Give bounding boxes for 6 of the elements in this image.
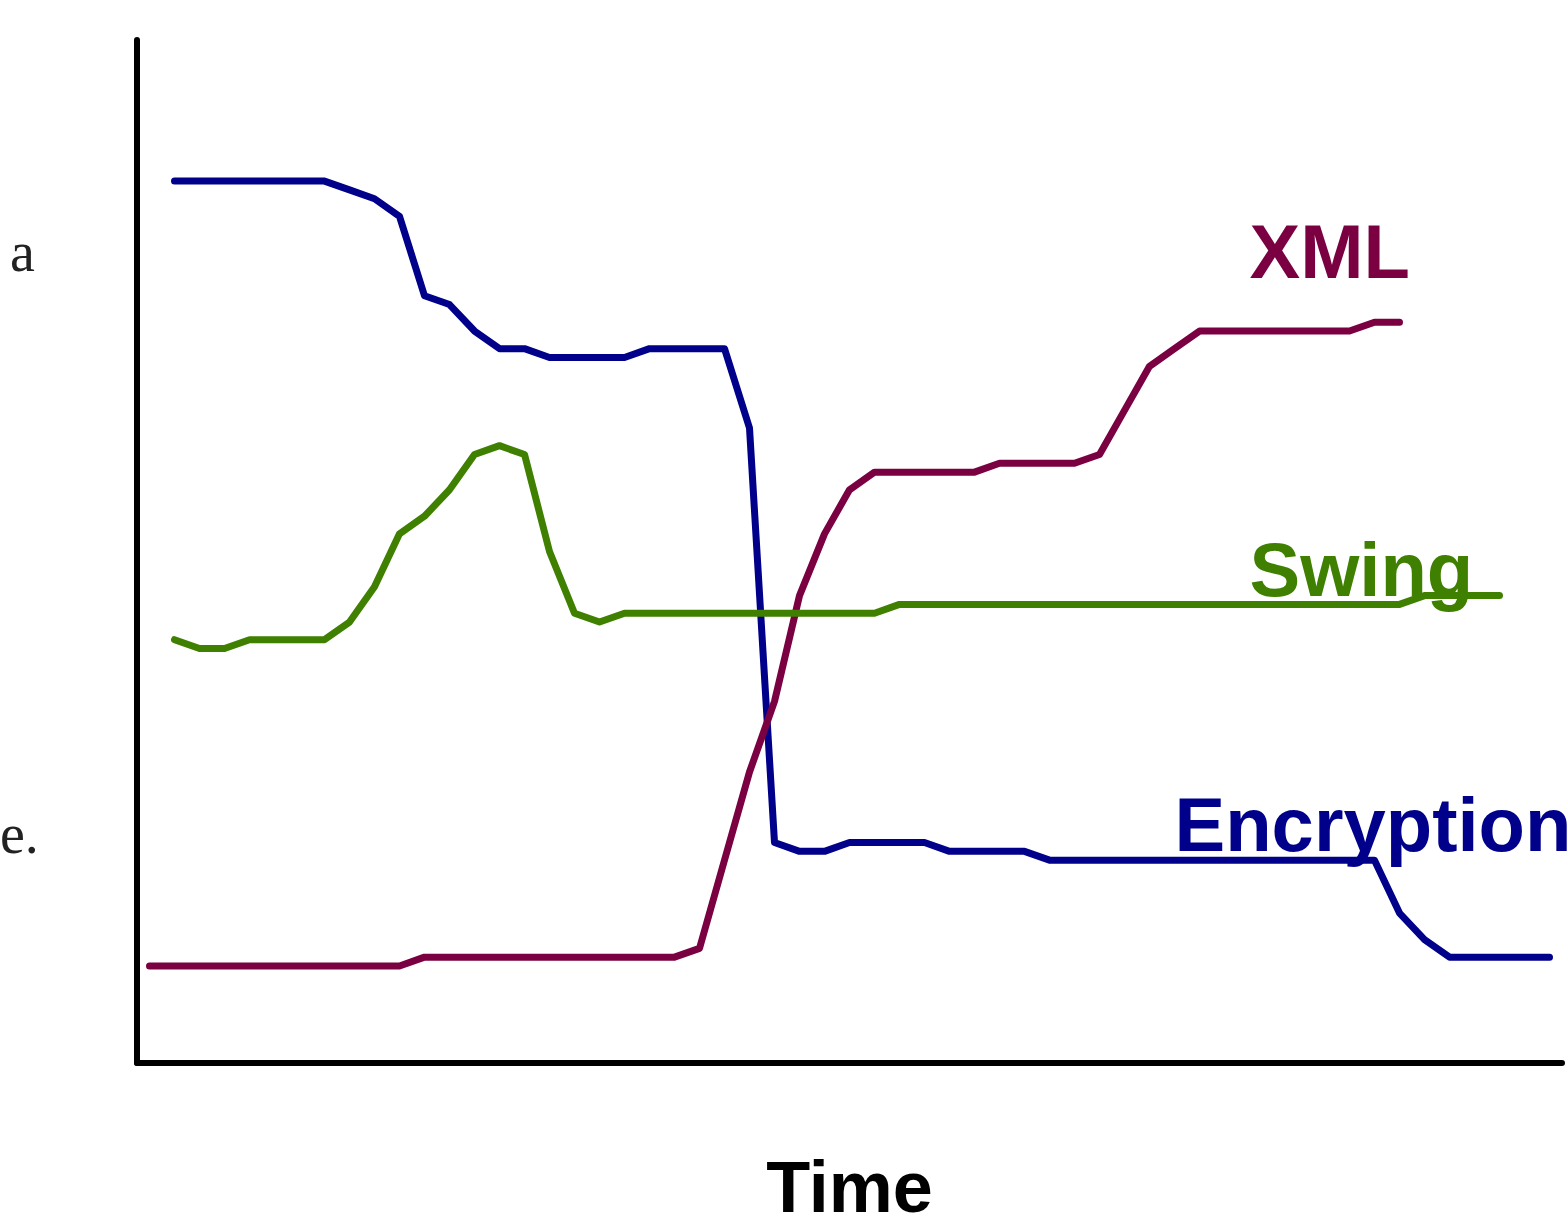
text: a [10, 220, 35, 283]
series-label: Swing [1249, 526, 1474, 612]
series-label: Encryption [1174, 782, 1567, 868]
x-axis-title: Time [766, 1147, 933, 1227]
text: e. [0, 802, 39, 865]
series-label: XML [1249, 209, 1410, 295]
